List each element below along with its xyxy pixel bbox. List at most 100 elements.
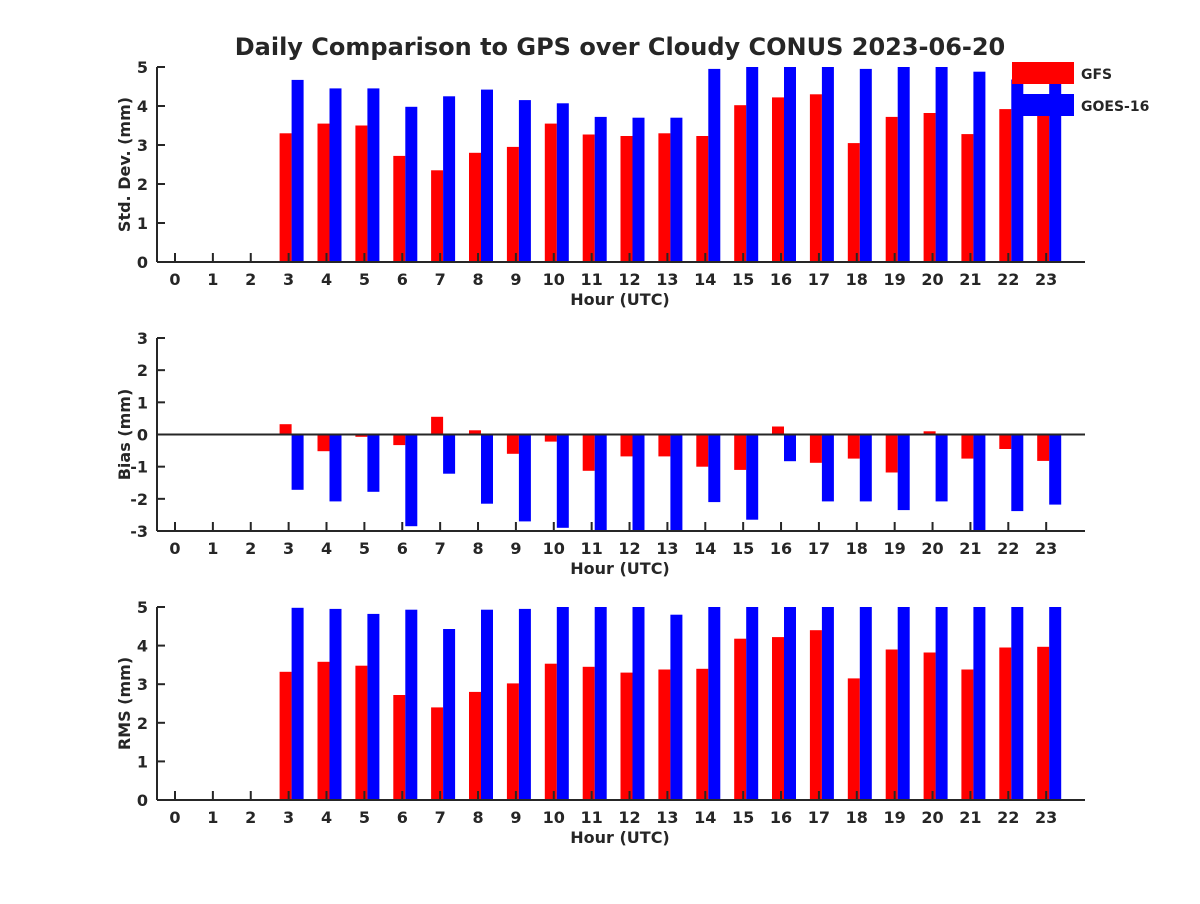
bar-rms-goes16-17 <box>821 607 834 800</box>
x-tick-label-bias-0: 0 <box>169 539 180 558</box>
bar-std-gfs-5 <box>355 125 368 262</box>
x-tick-label-std-4: 4 <box>321 270 332 289</box>
x-tick-label-rms-17: 17 <box>808 808 830 827</box>
bar-rms-gfs-22 <box>999 647 1012 800</box>
bar-rms-goes16-3 <box>291 607 304 800</box>
bar-bias-goes16-20 <box>935 434 948 502</box>
bar-rms-goes16-16 <box>784 607 796 800</box>
bar-std-gfs-10 <box>544 123 557 262</box>
bar-std-goes16-11 <box>594 116 607 263</box>
bar-bias-goes16-16 <box>784 434 796 462</box>
x-tick-label-std-14: 14 <box>694 270 716 289</box>
y-tick-label-rms-5: 5 <box>137 598 148 617</box>
bar-std-goes16-23 <box>1049 78 1062 262</box>
bar-bias-goes16-5 <box>367 434 380 492</box>
bar-bias-goes16-11 <box>594 434 607 531</box>
x-tick-label-std-20: 20 <box>921 270 943 289</box>
bar-rms-goes16-21 <box>973 607 986 800</box>
y-axis-label-rms: RMS (mm) <box>115 657 134 750</box>
y-tick-label-bias-1: 1 <box>137 393 148 412</box>
x-tick-label-rms-19: 19 <box>884 808 906 827</box>
bar-bias-gfs-5 <box>355 434 368 437</box>
legend-swatch-goes16 <box>1012 94 1074 116</box>
x-tick-label-std-10: 10 <box>543 270 565 289</box>
bar-std-goes16-3 <box>291 79 304 263</box>
bar-bias-gfs-8 <box>469 430 481 435</box>
x-tick-label-rms-23: 23 <box>1035 808 1057 827</box>
bar-rms-goes16-7 <box>443 629 456 800</box>
bar-std-goes16-22 <box>1011 79 1024 262</box>
bar-rms-goes16-8 <box>481 609 493 800</box>
bar-rms-gfs-11 <box>582 666 595 800</box>
x-tick-label-bias-11: 11 <box>581 539 603 558</box>
x-tick-label-bias-14: 14 <box>694 539 716 558</box>
bar-rms-goes16-10 <box>556 607 569 800</box>
bar-bias-goes16-14 <box>708 434 721 503</box>
bar-bias-gfs-11 <box>582 434 595 471</box>
x-tick-label-bias-15: 15 <box>732 539 754 558</box>
y-tick-label-rms-0: 0 <box>137 791 148 810</box>
x-tick-label-rms-6: 6 <box>397 808 408 827</box>
bar-rms-gfs-14 <box>696 668 709 800</box>
x-tick-label-bias-1: 1 <box>207 539 218 558</box>
bar-rms-goes16-22 <box>1011 607 1024 800</box>
bar-std-gfs-23 <box>1037 109 1050 263</box>
bar-std-gfs-17 <box>809 94 822 262</box>
bar-rms-goes16-6 <box>405 609 418 800</box>
x-axis-label-rms: Hour (UTC) <box>570 828 670 847</box>
x-tick-label-bias-3: 3 <box>283 539 294 558</box>
bar-std-gfs-6 <box>393 155 406 262</box>
x-tick-label-rms-3: 3 <box>283 808 294 827</box>
bar-std-gfs-18 <box>847 143 860 262</box>
bar-std-goes16-21 <box>973 71 986 262</box>
x-tick-label-rms-7: 7 <box>435 808 446 827</box>
bar-bias-gfs-12 <box>620 434 633 457</box>
x-tick-label-rms-16: 16 <box>770 808 792 827</box>
bar-bias-goes16-12 <box>632 434 645 531</box>
x-tick-label-std-21: 21 <box>959 270 981 289</box>
bar-bias-gfs-15 <box>734 434 747 470</box>
x-tick-label-rms-5: 5 <box>359 808 370 827</box>
bar-rms-goes16-15 <box>746 607 759 800</box>
bar-rms-goes16-23 <box>1049 607 1062 800</box>
bar-rms-goes16-19 <box>897 607 910 800</box>
x-tick-label-rms-22: 22 <box>997 808 1019 827</box>
bar-std-goes16-5 <box>367 88 380 263</box>
x-tick-label-std-15: 15 <box>732 270 754 289</box>
bar-bias-goes16-3 <box>291 434 304 490</box>
bar-std-gfs-16 <box>772 97 784 263</box>
bar-rms-gfs-17 <box>809 630 822 800</box>
bar-std-goes16-15 <box>746 67 759 262</box>
x-tick-label-std-2: 2 <box>245 270 256 289</box>
bar-bias-goes16-22 <box>1011 434 1024 512</box>
bar-rms-gfs-12 <box>620 672 633 800</box>
x-tick-label-std-11: 11 <box>581 270 603 289</box>
x-tick-label-rms-2: 2 <box>245 808 256 827</box>
bar-std-gfs-20 <box>923 113 936 262</box>
x-tick-label-bias-17: 17 <box>808 539 830 558</box>
x-tick-label-bias-6: 6 <box>397 539 408 558</box>
bar-std-gfs-9 <box>506 146 519 262</box>
y-tick-label-bias--3: -3 <box>130 522 148 541</box>
bar-bias-goes16-4 <box>329 434 342 502</box>
y-axis-label-std: Std. Dev. (mm) <box>115 97 134 232</box>
bar-rms-goes16-20 <box>935 607 948 800</box>
bar-bias-gfs-17 <box>809 434 822 463</box>
bar-rms-gfs-13 <box>658 669 671 800</box>
bar-bias-goes16-10 <box>556 434 569 528</box>
bar-bias-goes16-8 <box>481 434 493 504</box>
bar-bias-gfs-9 <box>506 434 519 454</box>
bar-bias-gfs-20 <box>923 431 936 435</box>
bar-bias-gfs-3 <box>279 424 292 435</box>
bar-std-gfs-8 <box>469 152 481 262</box>
y-axis-label-bias: Bias (mm) <box>115 389 134 481</box>
x-tick-label-bias-9: 9 <box>510 539 521 558</box>
legend-swatch-gfs <box>1012 62 1074 84</box>
x-tick-label-rms-8: 8 <box>472 808 483 827</box>
bar-rms-gfs-15 <box>734 638 747 800</box>
x-tick-label-std-16: 16 <box>770 270 792 289</box>
bar-std-goes16-8 <box>481 89 493 262</box>
x-tick-label-std-7: 7 <box>435 270 446 289</box>
